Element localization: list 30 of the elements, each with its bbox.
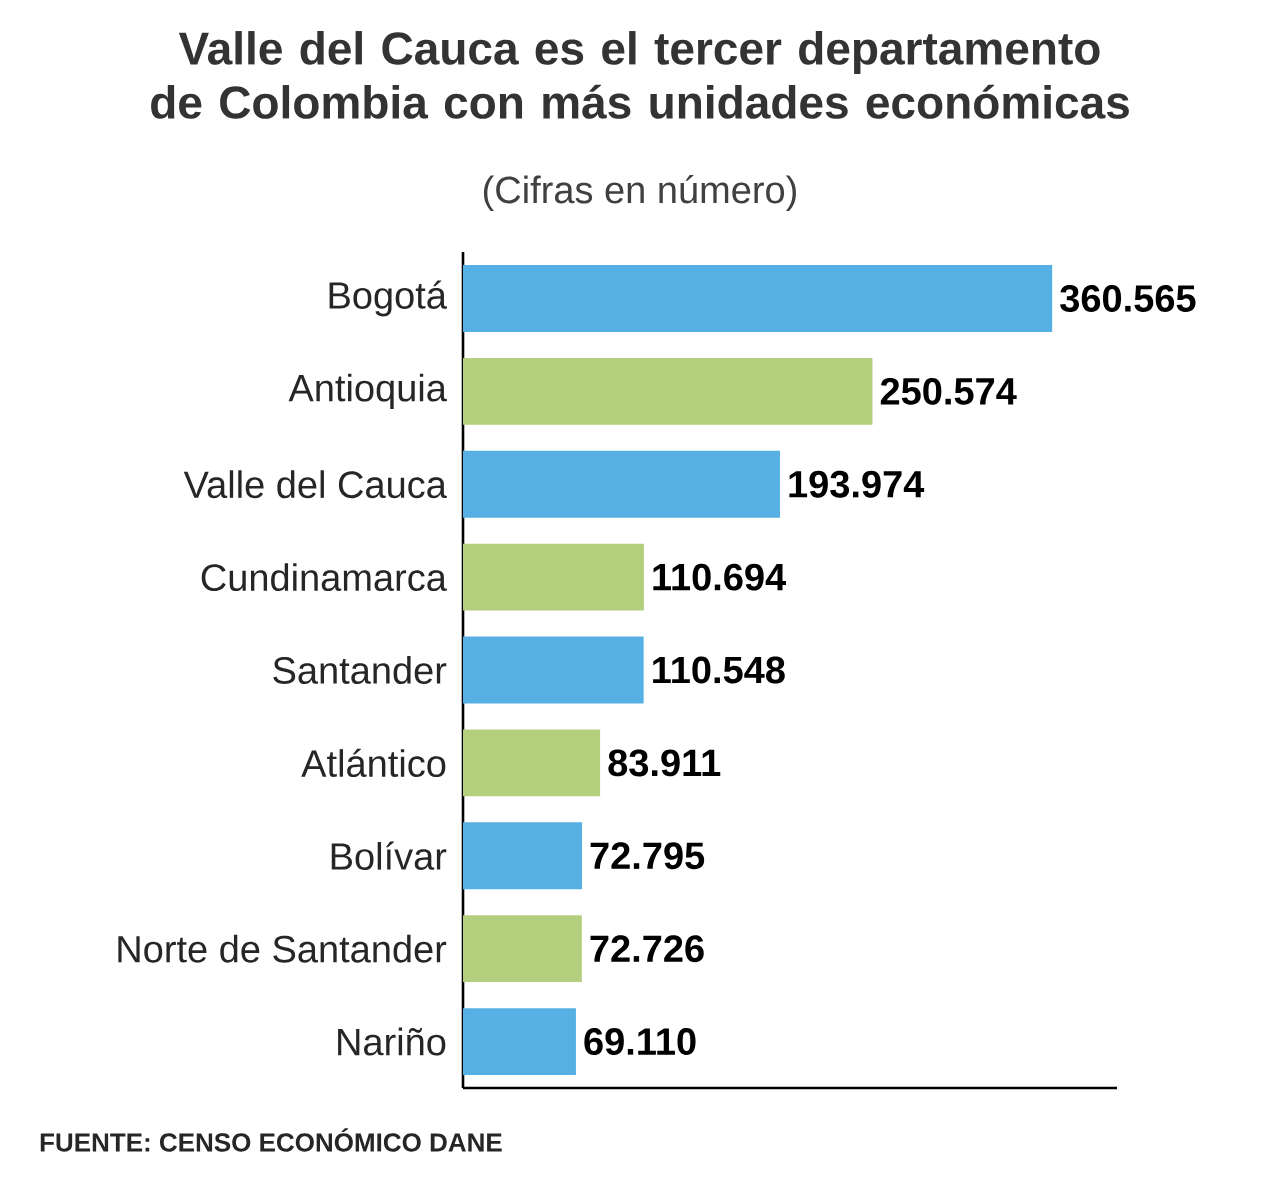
y-tick-label: Nariño (338, 1027, 446, 1056)
bar (463, 822, 582, 890)
bar (463, 450, 780, 518)
data-label: 110.694 (653, 563, 786, 591)
data-label: 72.726 (590, 935, 704, 963)
data-label: 250.574 (880, 377, 1017, 405)
y-tick-label: Bolívar (331, 841, 447, 870)
data-label: 83.911 (608, 749, 721, 777)
data-label: 360.565 (1060, 284, 1196, 312)
bar (463, 636, 644, 704)
y-tick-label: Antioquia (288, 373, 447, 410)
data-label: 193.974 (789, 470, 925, 498)
source-note: FUENTE: CENSO ECONÓMICO DANE (40, 1128, 502, 1152)
data-label: 72.795 (590, 842, 705, 870)
bar (463, 915, 582, 983)
y-tick-label: Bogotá (329, 280, 447, 317)
bar (463, 265, 1053, 332)
bar (463, 543, 644, 611)
y-tick-label: Santander (273, 656, 447, 684)
bar (463, 729, 601, 797)
y-tick-label: Valle del Cauca (183, 470, 447, 499)
data-label: 69.110 (584, 1028, 696, 1056)
y-tick-label: Atlántico (301, 748, 446, 778)
chart-title: Valle del Cauca es el tercer departamento de Colombia con más unidades económicas (151, 31, 1129, 119)
y-tick-label: Cundinamarca (201, 563, 447, 592)
bar (463, 357, 873, 425)
chart-subtitle: (Cifras en número) (483, 175, 796, 211)
y-tick-label: Norte de Santander (118, 934, 447, 963)
bar (463, 1008, 576, 1075)
data-label: 110.548 (653, 656, 785, 684)
